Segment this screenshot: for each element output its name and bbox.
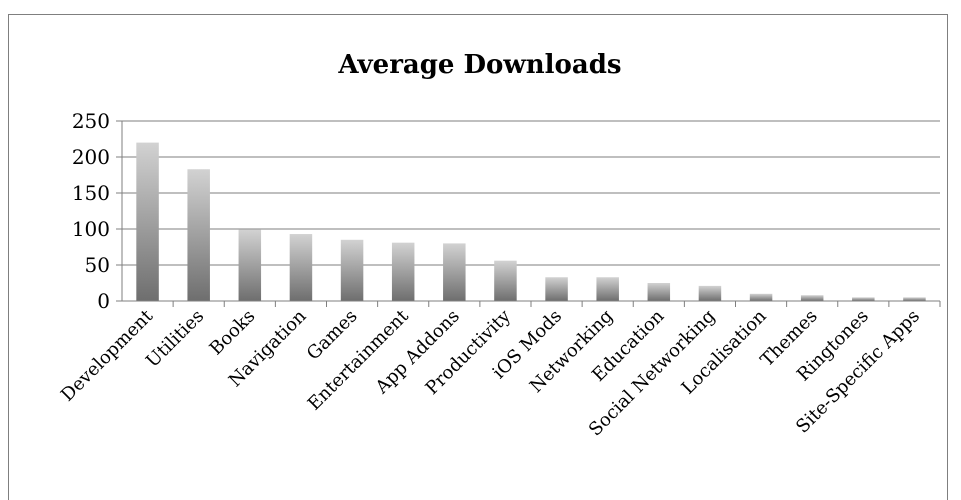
- bar-navigation: [289, 234, 313, 301]
- y-tick-label: 150: [72, 181, 110, 205]
- bar-entertainment: [391, 242, 415, 301]
- bar-ringtones: [852, 297, 875, 301]
- chart-title: Average Downloads: [337, 50, 621, 80]
- x-axis-ticks: DevelopmentUtilitiesBooksNavigationGames…: [57, 301, 941, 440]
- bar-education: [647, 283, 671, 301]
- bar-localisation: [749, 293, 773, 301]
- bar-games: [340, 239, 364, 301]
- bar-themes: [800, 295, 824, 301]
- bar-app-addons: [443, 243, 466, 301]
- bar-site-specific-apps: [903, 297, 926, 301]
- bar-networking: [596, 277, 619, 301]
- y-axis-ticks: 0 50 100 150 200 250: [72, 109, 110, 313]
- bar-productivity: [494, 260, 517, 301]
- y-tick-label: 0: [97, 289, 110, 313]
- y-tick-label: 100: [72, 217, 110, 241]
- y-tick-label: 250: [72, 109, 110, 133]
- bars: [136, 142, 926, 301]
- y-tick-label: 200: [72, 145, 110, 169]
- chart-frame: [8, 14, 948, 500]
- bar-utilities: [187, 169, 210, 301]
- bar-books: [238, 229, 262, 301]
- y-tick-label: 50: [85, 253, 110, 277]
- bar-social-networking: [698, 285, 722, 301]
- bar-development: [136, 142, 159, 301]
- bar-ios-mods: [545, 277, 568, 301]
